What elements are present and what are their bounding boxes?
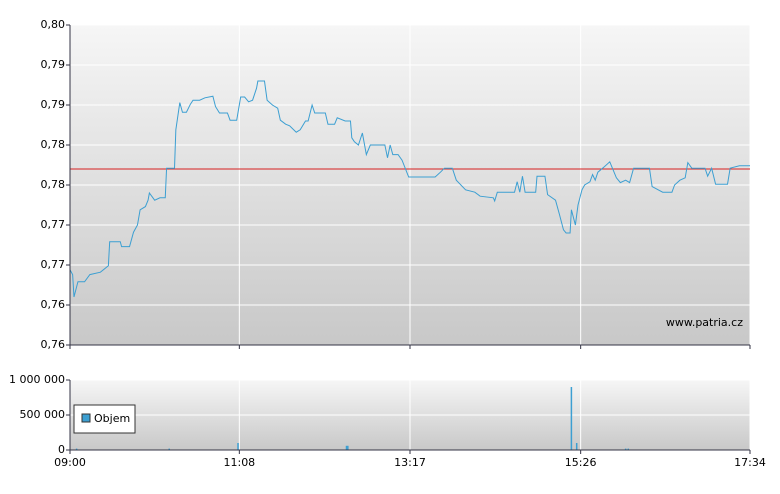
- volume-bar: [237, 443, 239, 450]
- x-tick-label: 09:00: [54, 456, 86, 469]
- x-tick-label: 17:34: [734, 456, 766, 469]
- volume-bar: [345, 445, 348, 450]
- y-tick-label: 0,78: [41, 178, 66, 191]
- legend-swatch: [81, 413, 91, 423]
- y-tick-label: 1 000 000: [9, 373, 65, 386]
- watermark: www.patria.cz: [666, 316, 743, 329]
- y-tick-label: 0,79: [41, 98, 66, 111]
- y-tick-label: 0,80: [41, 18, 66, 31]
- volume-bar: [575, 443, 578, 450]
- volume-bar: [75, 448, 78, 450]
- plot-layer: 0,76 0,76 0,77 0,77 0,78 0,78 0,79 0,79 0,80 0 500…: [9, 18, 766, 469]
- x-tick-label: 13:17: [394, 456, 426, 469]
- x-tick-label: 11:08: [223, 456, 255, 469]
- volume-bar: [347, 445, 349, 450]
- y-tick-label: 0,79: [41, 58, 66, 71]
- price-line: [69, 80, 750, 298]
- legend-label: Objem: [94, 412, 130, 425]
- y-tick-label: 0: [58, 443, 65, 456]
- volume-bar: [624, 448, 627, 450]
- volume-bar: [570, 387, 573, 450]
- y-tick-label: 0,76: [41, 298, 66, 311]
- y-tick-label: 0,77: [41, 258, 66, 271]
- y-tick-label: 0,77: [41, 218, 66, 231]
- x-tick-label: 15:26: [565, 456, 597, 469]
- y-tick-label: 500 000: [20, 408, 66, 421]
- y-tick-label: 0,78: [41, 138, 66, 151]
- volume-bar: [168, 448, 170, 450]
- y-tick-label: 0,76: [41, 338, 66, 351]
- volume-bar: [627, 448, 630, 450]
